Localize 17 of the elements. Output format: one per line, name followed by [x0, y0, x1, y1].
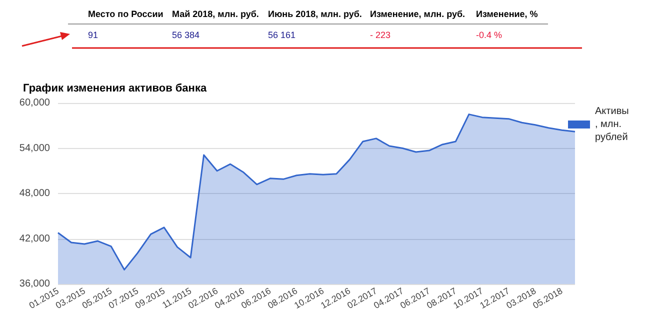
text: Май 2018, млн. руб.	[172, 9, 259, 19]
y-tick-label: 60,000	[19, 98, 50, 108]
text: 56 161	[268, 30, 296, 40]
y-tick-label: 48,000	[19, 188, 50, 199]
chart-title: График изменения активов банка	[23, 82, 208, 94]
text: Июнь 2018, млн. руб.	[268, 9, 362, 19]
y-tick-label: 36,000	[19, 278, 50, 290]
text: - 223	[370, 30, 391, 40]
text: Место по России	[88, 9, 164, 19]
text: Изменение, млн. руб.	[370, 9, 466, 19]
text: -0.4 %	[476, 30, 502, 40]
y-tick-label: 54,000	[19, 142, 50, 154]
text: Изменение, %	[476, 9, 538, 19]
text: 91	[88, 30, 98, 40]
legend-label: Активы, млн. рублей	[595, 106, 629, 143]
text: 56 384	[172, 30, 200, 40]
y-tick-label: 42,000	[19, 233, 50, 244]
